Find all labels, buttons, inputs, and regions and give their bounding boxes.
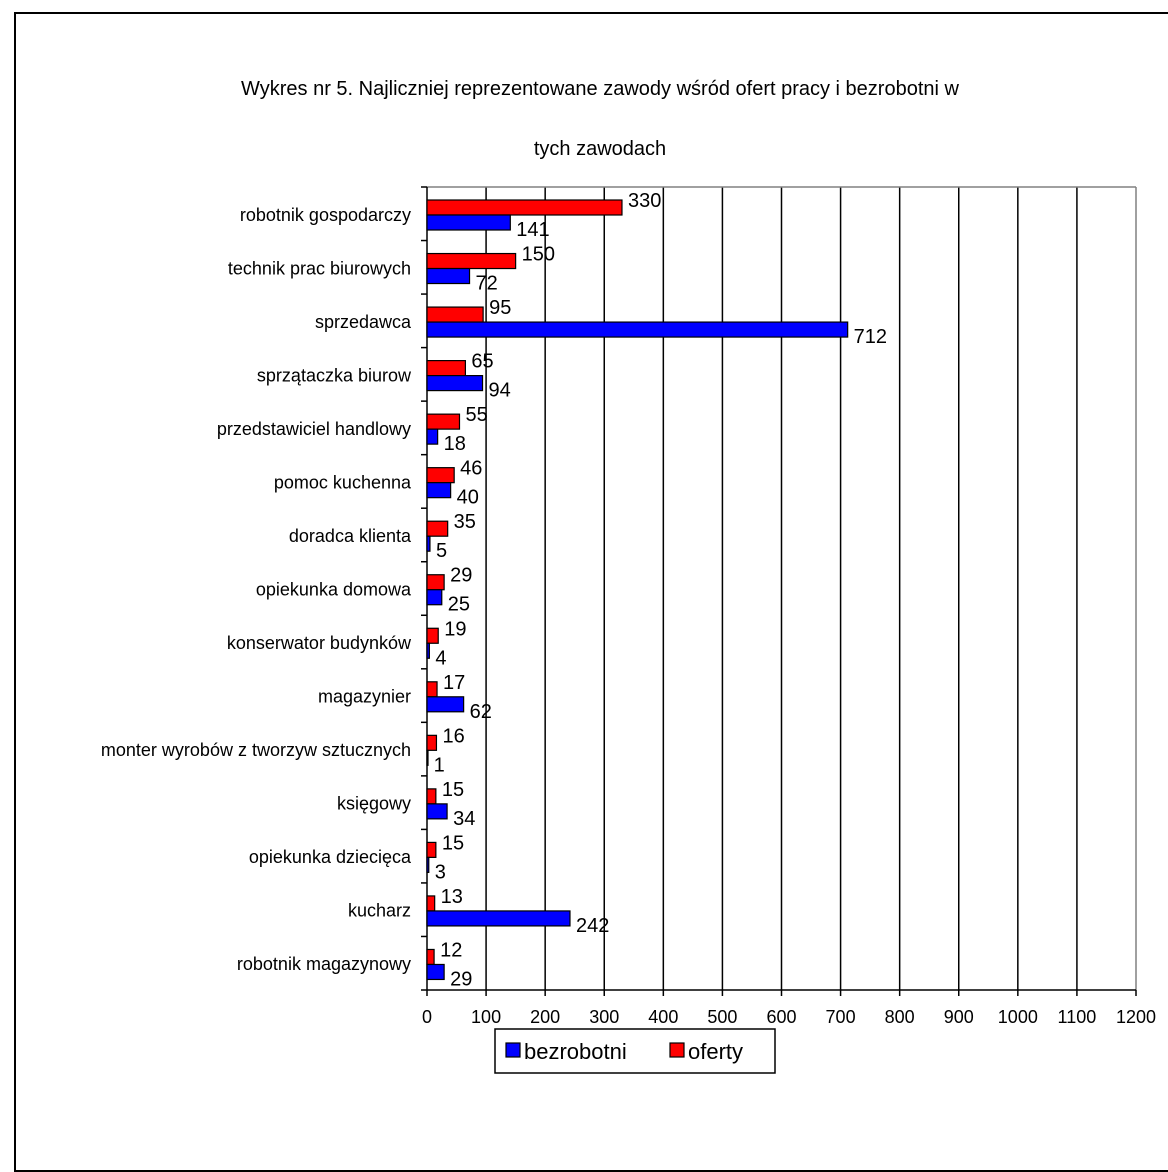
- data-label-bezrobotni: 18: [444, 433, 466, 455]
- chart-title-line-2: tych zawodach: [533, 138, 667, 160]
- category-label: opiekunka dziecięca: [249, 847, 412, 867]
- category-label: magazynier: [318, 687, 411, 707]
- x-tick-label: 1200: [1116, 1007, 1156, 1027]
- category-label: doradca klienta: [289, 526, 412, 546]
- category-label: przedstawiciel handlowy: [217, 419, 411, 439]
- bar-oferty: [426, 574, 445, 591]
- bar-bezrobotni: [426, 589, 443, 606]
- bar-bezrobotni: [426, 696, 465, 713]
- bar-oferty: [426, 627, 439, 644]
- x-tick-label: 0: [422, 1007, 432, 1027]
- bar-bezrobotni: [426, 267, 471, 285]
- category-label: opiekunka domowa: [256, 580, 412, 600]
- category-label: robotnik magazynowy: [237, 954, 411, 974]
- legend-label-oferty: oferty: [688, 1039, 743, 1064]
- data-label-bezrobotni: 1: [434, 754, 445, 776]
- data-label-oferty: 19: [444, 618, 466, 640]
- x-tick-label: 1100: [1058, 1007, 1097, 1027]
- data-label-oferty: 330: [628, 190, 661, 212]
- data-label-bezrobotni: 141: [516, 219, 549, 241]
- x-tick-label: 300: [589, 1007, 619, 1027]
- bar-oferty: [426, 520, 449, 537]
- bar-oferty: [426, 467, 455, 484]
- legend: bezrobotni oferty: [494, 1028, 776, 1074]
- x-tick-label: 900: [944, 1007, 974, 1027]
- data-label-bezrobotni: 94: [489, 380, 511, 402]
- data-label-oferty: 95: [489, 297, 511, 319]
- data-label-bezrobotni: 242: [576, 915, 609, 937]
- bar-chart: 0 100 200 300 400 500 600 700 800 900 1000 1100 1200…: [101, 186, 1156, 1074]
- legend-swatch-oferty: [669, 1042, 685, 1058]
- bar-bezrobotni: [426, 482, 452, 499]
- data-label-oferty: 13: [441, 886, 463, 908]
- bar-bezrobotni: [426, 749, 429, 766]
- data-label-bezrobotni: 62: [470, 701, 492, 723]
- x-tick-label: 600: [766, 1007, 796, 1027]
- data-label-oferty: 35: [454, 511, 476, 533]
- bar-oferty: [426, 360, 467, 377]
- data-label-oferty: 65: [471, 351, 493, 373]
- bar-bezrobotni: [426, 535, 431, 552]
- bar-oferty: [426, 841, 437, 859]
- data-label-oferty: 46: [460, 458, 482, 480]
- bar-oferty: [426, 681, 438, 698]
- data-label-bezrobotni: 5: [436, 540, 447, 562]
- data-label-oferty: 16: [442, 725, 464, 747]
- category-label: kucharz: [348, 901, 411, 921]
- bar-bezrobotni: [426, 428, 439, 445]
- bar-bezrobotni: [426, 910, 571, 927]
- x-tick-label: 200: [530, 1007, 560, 1027]
- bar-oferty: [426, 199, 623, 216]
- legend-swatch-bezrobotni: [505, 1042, 521, 1058]
- category-label: robotnik gospodarczy: [240, 205, 411, 225]
- bar-oferty: [426, 788, 437, 805]
- bar-oferty: [426, 734, 438, 751]
- category-label: monter wyrobów z tworzyw sztucznych: [101, 740, 411, 760]
- data-label-oferty: 150: [522, 244, 555, 266]
- chart-title: Wykres nr 5. Najliczniej reprezentowane …: [100, 44, 1100, 194]
- data-label-bezrobotni: 40: [457, 487, 479, 509]
- bar-bezrobotni: [426, 214, 511, 231]
- bar-oferty: [426, 306, 484, 323]
- data-label-oferty: 15: [442, 779, 464, 801]
- data-label-oferty: 29: [450, 565, 472, 587]
- x-tick-label: 100: [471, 1007, 501, 1027]
- bar-bezrobotni: [426, 963, 445, 981]
- category-label: konserwator budynków: [227, 633, 412, 653]
- x-tick-label: 700: [826, 1007, 856, 1027]
- bar-bezrobotni: [426, 803, 448, 820]
- bar-bezrobotni: [426, 856, 430, 874]
- bar-oferty: [426, 948, 435, 966]
- bar-bezrobotni: [426, 321, 849, 338]
- legend-box: [494, 1028, 776, 1074]
- data-label-bezrobotni: 34: [453, 808, 475, 830]
- data-label-bezrobotni: 3: [435, 861, 446, 883]
- category-label: sprzedawca: [315, 312, 412, 332]
- data-label-bezrobotni: 72: [476, 273, 498, 295]
- data-label-bezrobotni: 29: [450, 968, 472, 990]
- category-label: technik prac biurowych: [228, 258, 411, 278]
- bar-oferty: [426, 252, 517, 270]
- data-label-oferty: 15: [442, 832, 464, 854]
- data-label-oferty: 12: [440, 939, 462, 961]
- category-label: pomoc kuchenna: [274, 472, 412, 492]
- data-label-oferty: 55: [465, 404, 487, 426]
- data-label-oferty: 17: [443, 672, 465, 694]
- category-label: sprzątaczka biurow: [257, 365, 412, 385]
- x-tick-label: 800: [885, 1007, 915, 1027]
- legend-label-bezrobotni: bezrobotni: [524, 1039, 627, 1064]
- x-tick-label: 500: [707, 1007, 737, 1027]
- bar-bezrobotni: [426, 375, 484, 392]
- category-label: księgowy: [337, 794, 411, 814]
- bar-oferty: [426, 895, 436, 912]
- x-tick-label: 400: [648, 1007, 678, 1027]
- data-label-bezrobotni: 4: [435, 647, 446, 669]
- x-tick-label: 1000: [998, 1007, 1038, 1027]
- bar-oferty: [426, 413, 461, 430]
- data-label-bezrobotni: 712: [854, 326, 887, 348]
- bar-bezrobotni: [426, 642, 430, 659]
- chart-title-line-1: Wykres nr 5. Najliczniej reprezentowane …: [241, 78, 959, 100]
- data-label-bezrobotni: 25: [448, 594, 470, 616]
